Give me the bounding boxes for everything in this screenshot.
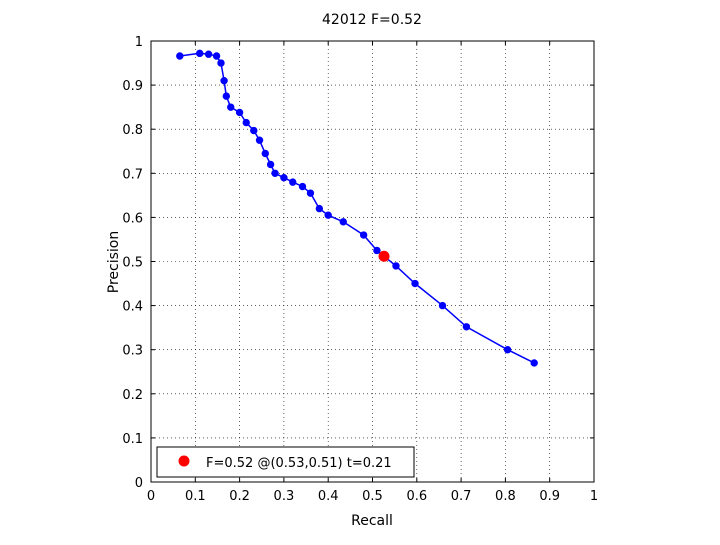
- x-axis-label: Recall: [351, 513, 393, 529]
- pr-point: [222, 92, 231, 100]
- legend-marker: [178, 455, 190, 467]
- pr-point: [220, 76, 228, 85]
- pr-point: [289, 178, 297, 186]
- y-tick-label: 0.5: [122, 256, 143, 271]
- best-f-point: [378, 250, 390, 262]
- pr-point: [438, 301, 447, 310]
- pr-point: [298, 182, 307, 191]
- pr-point: [266, 160, 275, 169]
- y-tick-label: 0: [135, 476, 143, 491]
- x-tick-label: 0.6: [406, 489, 427, 504]
- y-tick-label: 0.9: [122, 79, 143, 94]
- pr-point: [217, 59, 225, 67]
- pr-point: [212, 52, 221, 60]
- x-tick-label: 0.7: [451, 489, 472, 504]
- x-tick-label: 1: [590, 489, 598, 504]
- pr-point: [411, 279, 419, 288]
- legend-box: [156, 446, 415, 478]
- x-tick-label: 0.2: [229, 489, 250, 504]
- pr-point: [176, 52, 184, 60]
- pr-point: [392, 262, 400, 270]
- y-tick-label: 0.2: [122, 388, 143, 403]
- x-tick-label: 0.5: [362, 489, 383, 504]
- pr-point: [324, 211, 332, 219]
- legend-label: F=0.52 @(0.53,0.51) t=0.21: [206, 456, 392, 471]
- y-tick-label: 1: [135, 35, 143, 50]
- x-tick-label: 0.3: [274, 489, 295, 504]
- y-tick-label: 0.3: [122, 344, 143, 359]
- y-tick-labels: 0 0.1 0.2 0.3 0.4 0.5 0.6 0.7 0.8 0.9 1: [122, 35, 143, 491]
- pr-point: [271, 169, 279, 178]
- pr-point: [196, 49, 204, 58]
- pr-point: [530, 359, 538, 367]
- pr-point: [373, 246, 381, 255]
- x-tick-label: 0: [147, 489, 155, 504]
- pr-point: [261, 149, 269, 158]
- pr-point: [227, 103, 235, 111]
- pr-point: [235, 108, 244, 117]
- pr-point: [306, 189, 315, 197]
- pr-point: [462, 323, 471, 331]
- legend: F=0.52 @(0.53,0.51) t=0.21: [156, 446, 415, 478]
- y-tick-label: 0.6: [122, 211, 143, 226]
- grid-lines: [151, 41, 594, 482]
- y-axis-label: Precision: [106, 231, 122, 293]
- best-point-layer: [378, 250, 390, 262]
- pr-point: [315, 204, 324, 213]
- pr-point: [250, 126, 258, 135]
- pr-point: [280, 174, 288, 182]
- pr-point: [204, 50, 213, 58]
- x-tick-label: 0.8: [495, 489, 516, 504]
- series-layer: [176, 49, 538, 367]
- x-tick-label: 0.4: [318, 489, 339, 504]
- x-tick-labels: 0 0.1 0.2 0.3 0.4 0.5 0.6 0.7 0.8 0.9 1: [147, 489, 598, 504]
- x-tick-label: 0.1: [185, 489, 206, 504]
- pr-point: [503, 346, 512, 354]
- y-tick-label: 0.1: [122, 432, 143, 447]
- y-tick-label: 0.4: [122, 300, 143, 315]
- y-tick-label: 0.8: [122, 123, 143, 138]
- x-tick-label: 0.9: [539, 489, 560, 504]
- y-tick-label: 0.7: [122, 167, 143, 182]
- axis-ticks: [150, 40, 595, 483]
- chart-title: 42012 F=0.52: [322, 12, 422, 28]
- pr-point: [359, 231, 368, 239]
- pr-point: [255, 136, 264, 144]
- pr-point: [242, 118, 250, 127]
- pr-point: [339, 218, 347, 226]
